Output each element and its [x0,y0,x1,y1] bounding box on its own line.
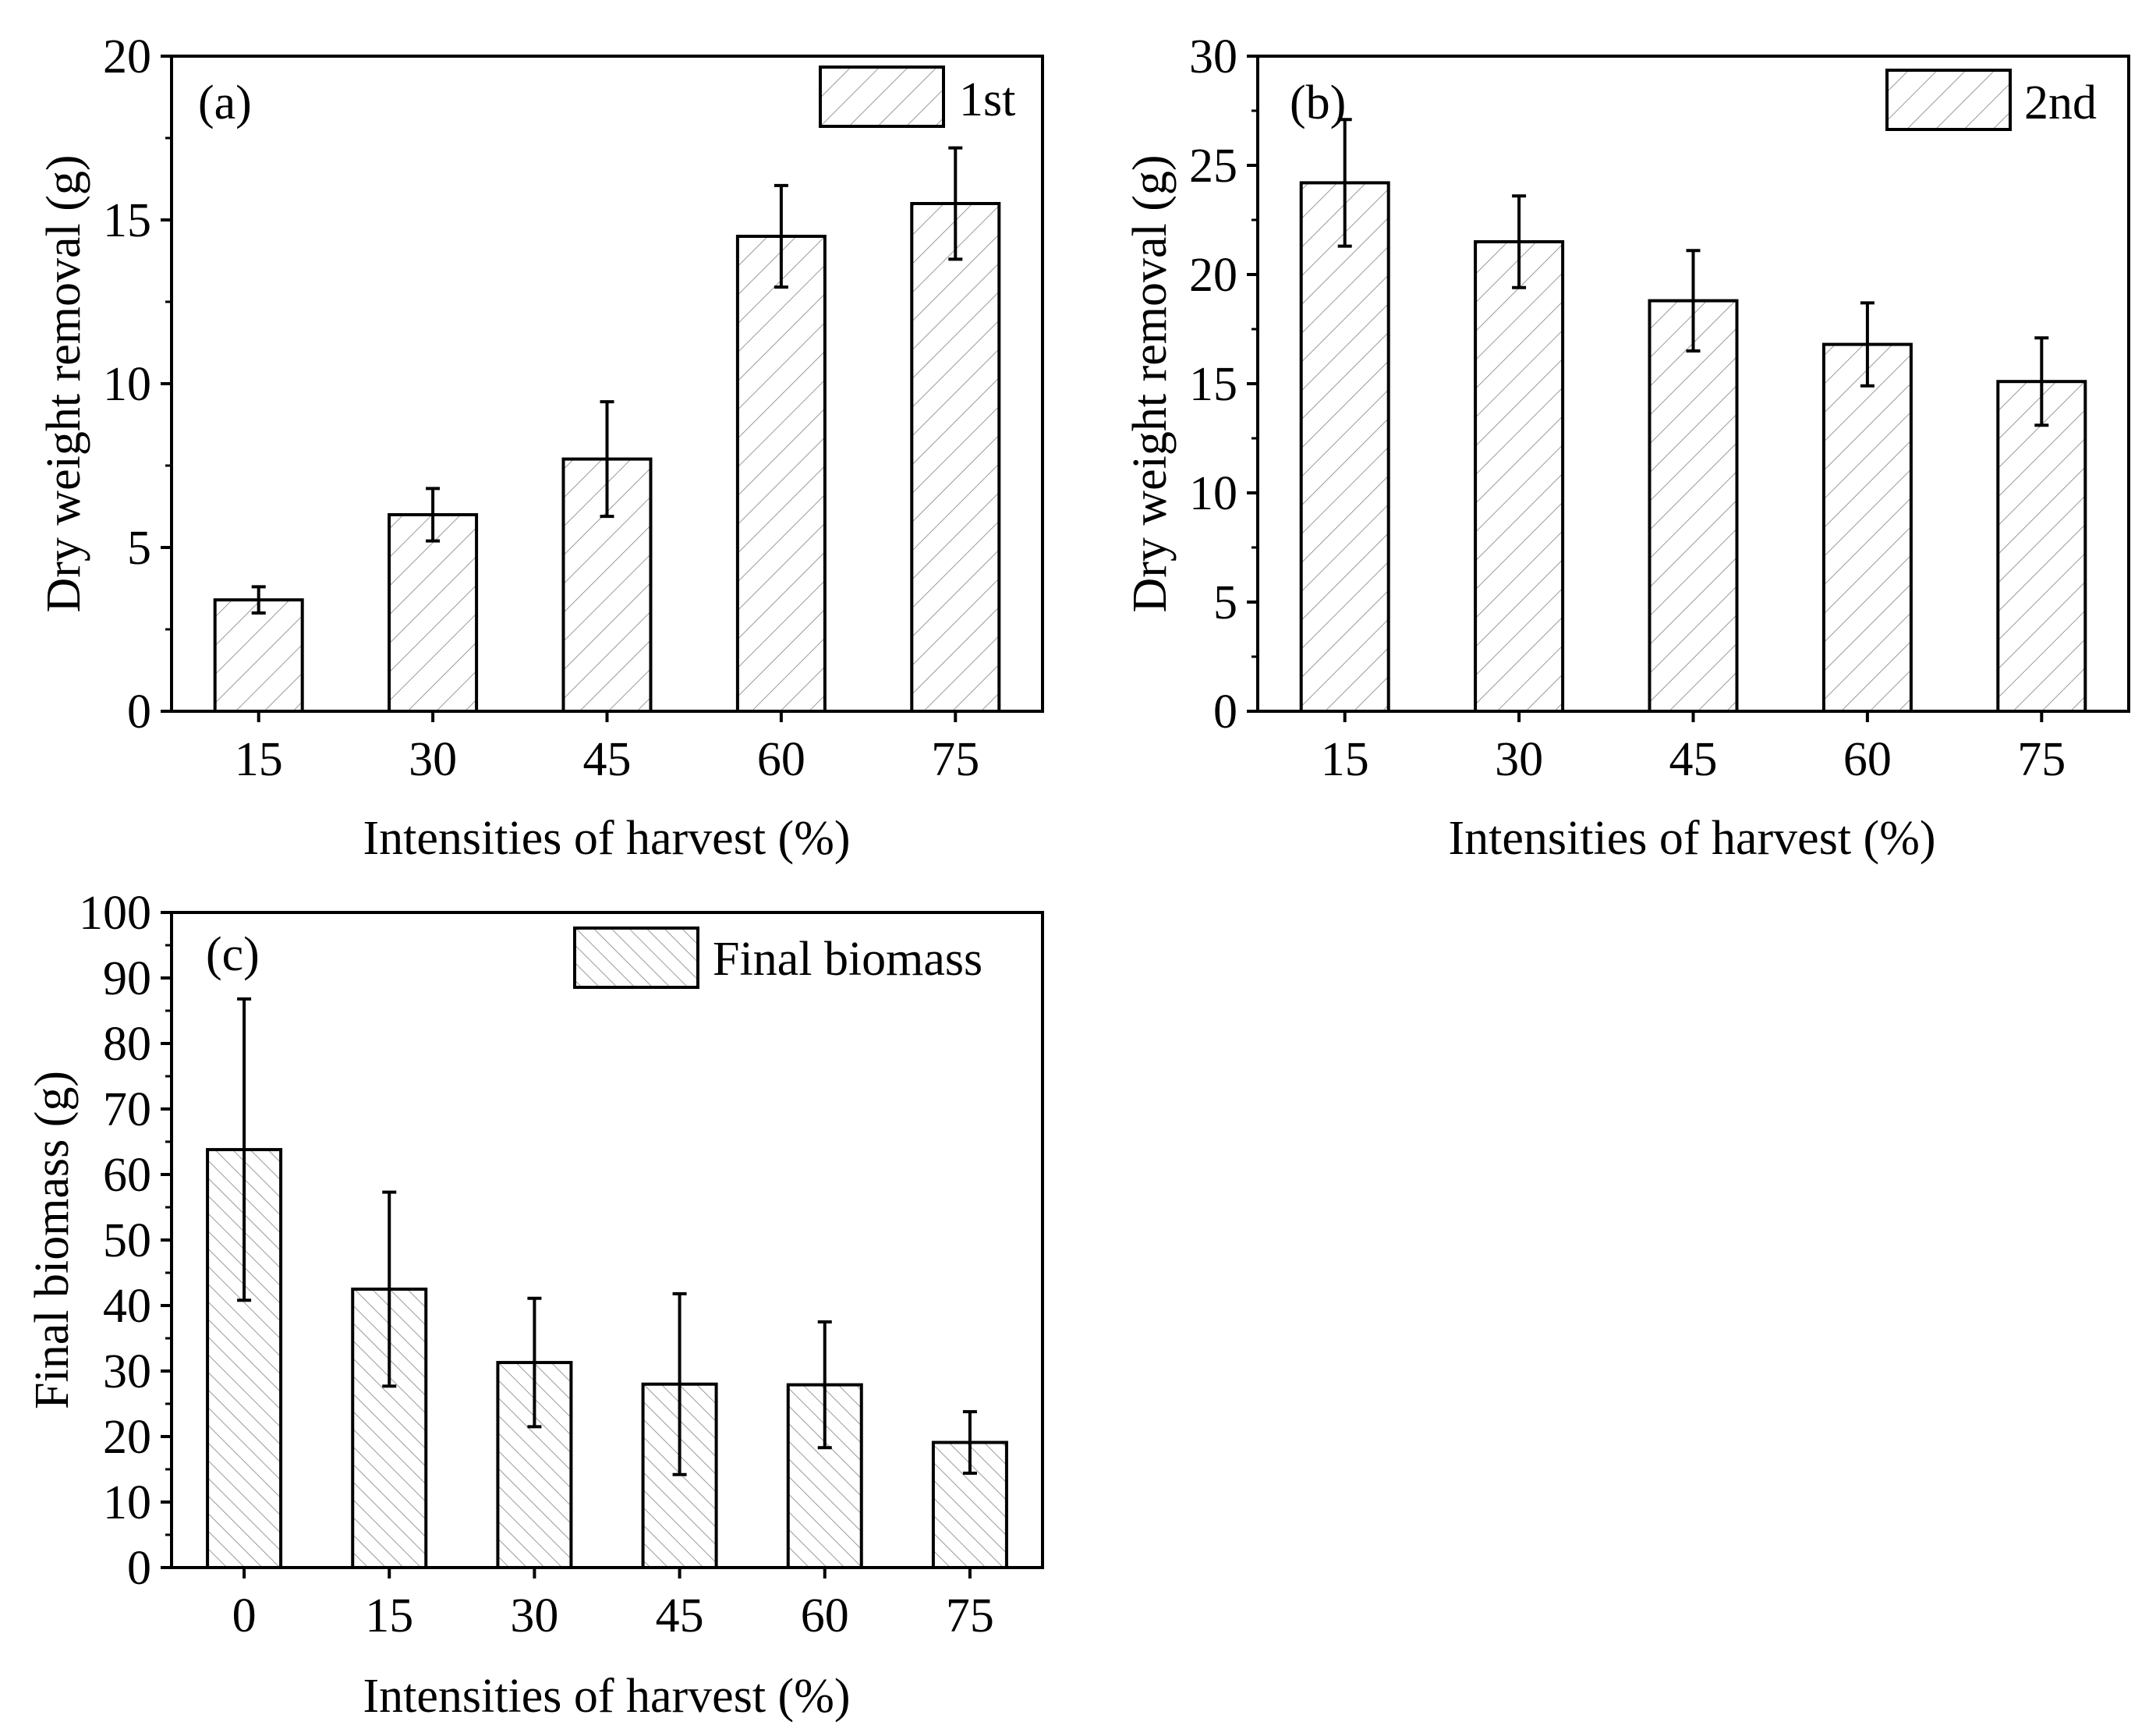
panel-a-ytick-label-10: 10 [103,358,151,411]
panel-c-xticks: 0 15 30 45 60 75 [232,1568,994,1642]
panel-b-xticks: 15 30 45 60 75 [1321,711,2066,786]
panel-b-ytick-label-20: 20 [1189,249,1237,302]
panel-c-yticks: 0 10 20 30 40 50 60 70 80 90 100 [79,887,172,1595]
panel-c-errorbar-75 [962,1410,977,1476]
panel-c-ytick-label-90: 90 [103,952,151,1005]
panel-c-label: (c) [206,928,260,981]
panel-a-errorbar-75 [948,146,963,261]
panel-b-bar-75 [1996,380,2087,713]
panel-a-bar-15 [213,598,304,714]
panel-a-xtick-label-75: 75 [931,733,979,786]
panel-c-xtick-label-0: 0 [232,1589,257,1642]
panel-b-errorbar-30 [1512,194,1527,289]
panel-b-bar-30 [1474,240,1565,713]
panel-c: 0 10 20 30 40 50 60 70 80 90 100 0 15 30 45 60 75 (c) F… [26,887,1044,1723]
panel-c-ytick-label-20: 20 [103,1411,151,1464]
panel-c-xtick-label-75: 75 [946,1589,994,1642]
panel-b-legend-swatch [1885,69,2012,131]
panel-b-ylabel: Dry weight removal (g) [1124,154,1177,612]
panel-b-xtick-label-75: 75 [2017,733,2066,786]
panel-c-xtick-label-15: 15 [365,1589,413,1642]
panel-a-bar-30 [388,513,479,713]
panel-c-errorbar-0 [237,997,252,1302]
panel-a-ytick-label-5: 5 [127,522,151,575]
panel-b-xtick-label-30: 30 [1495,733,1543,786]
panel-b-errorbar-60 [1860,301,1875,388]
panel-a-errorbar-45 [600,400,614,519]
panel-b-errorbar-75 [2034,336,2049,427]
panel-c-ytick-label-0: 0 [127,1542,151,1595]
panel-a-label: (a) [198,76,252,129]
panel-b-errorbar-45 [1686,249,1701,353]
panel-b: 0 5 10 15 20 25 30 15 30 45 60 75 (b) 2nd Dry weig… [1124,30,2130,865]
panel-c-legend-text: Final biomass [713,933,982,986]
panel-c-ytick-label-60: 60 [103,1149,151,1202]
panel-c-errorbar-15 [382,1190,397,1388]
panel-a-xtick-label-15: 15 [235,733,283,786]
panel-b-legend: 2nd [1885,69,2097,131]
panel-c-ytick-label-50: 50 [103,1214,151,1267]
panel-c-ylabel: Final biomass (g) [26,1071,79,1409]
panel-c-legend: Final biomass [573,927,982,989]
panel-c-errorbar-30 [527,1296,542,1429]
panel-b-label: (b) [1290,76,1346,129]
panel-a: 0 5 10 15 20 15 30 45 60 75 (a) 1st Dry weight r… [37,30,1044,865]
panel-b-bar-45 [1648,299,1739,714]
panel-c-frame [170,911,1044,1569]
panel-b-ytick-label-5: 5 [1213,576,1237,629]
panel-b-ytick-label-10: 10 [1189,467,1237,520]
panel-b-xtick-label-60: 60 [1843,733,1892,786]
panel-b-xlabel: Intensities of harvest (%) [1449,812,1936,865]
panel-c-xtick-label-30: 30 [510,1589,558,1642]
panel-c-ytick-label-80: 80 [103,1018,151,1071]
panel-b-ytick-label-25: 25 [1189,140,1237,193]
panel-a-ytick-label-15: 15 [103,194,151,247]
panel-a-errorbar-30 [426,487,441,543]
panel-a-bar-60 [735,235,827,713]
panel-a-xtick-label-45: 45 [583,733,632,786]
panel-c-errorbar-60 [817,1320,832,1450]
panel-a-xticks: 15 30 45 60 75 [235,711,979,786]
panel-a-legend-swatch [819,66,945,128]
panel-c-bars [206,1148,1008,1570]
panel-a-xtick-label-30: 30 [409,733,457,786]
panel-c-xlabel: Intensities of harvest (%) [363,1670,851,1723]
panel-a-legend-text: 1st [959,73,1015,126]
panel-a-legend: 1st [819,66,1015,128]
panel-a-yticks: 0 5 10 15 20 [103,30,172,739]
panel-b-ytick-label-0: 0 [1213,686,1237,739]
panel-b-legend-text: 2nd [2024,76,2097,129]
panel-a-errorbar-15 [251,585,266,615]
panel-b-bar-15 [1299,181,1390,713]
panel-a-errorbar-60 [774,183,788,289]
panel-b-ytick-label-30: 30 [1189,30,1237,83]
panel-b-xtick-label-45: 45 [1669,733,1718,786]
panel-c-xtick-label-45: 45 [656,1589,704,1642]
panel-a-ytick-label-20: 20 [103,30,151,83]
panel-c-ytick-label-10: 10 [103,1476,151,1529]
panel-c-errorbar-45 [672,1291,687,1476]
panel-a-xlabel: Intensities of harvest (%) [363,812,851,865]
panel-c-errorbars [237,997,977,1476]
panel-b-errorbar-15 [1337,118,1352,248]
panel-a-ytick-label-0: 0 [127,686,151,739]
panel-c-xtick-label-60: 60 [801,1589,849,1642]
panel-b-yticks: 0 5 10 15 20 25 30 [1189,30,1258,739]
panel-c-ytick-label-70: 70 [103,1083,151,1136]
panel-a-ylabel: Dry weight removal (g) [37,154,90,612]
panel-b-errorbars [1337,118,2049,427]
panel-b-xtick-label-15: 15 [1321,733,1369,786]
panel-c-legend-swatch [573,927,699,989]
panel-a-errorbars [251,146,963,615]
panel-c-ytick-label-30: 30 [103,1345,151,1398]
panel-a-xtick-label-60: 60 [757,733,805,786]
panel-a-bar-75 [910,202,1001,713]
panel-b-bar-60 [1821,342,1913,713]
panel-c-ytick-label-40: 40 [103,1280,151,1333]
panel-b-ytick-label-15: 15 [1189,358,1237,411]
panel-c-ytick-label-100: 100 [79,887,151,940]
